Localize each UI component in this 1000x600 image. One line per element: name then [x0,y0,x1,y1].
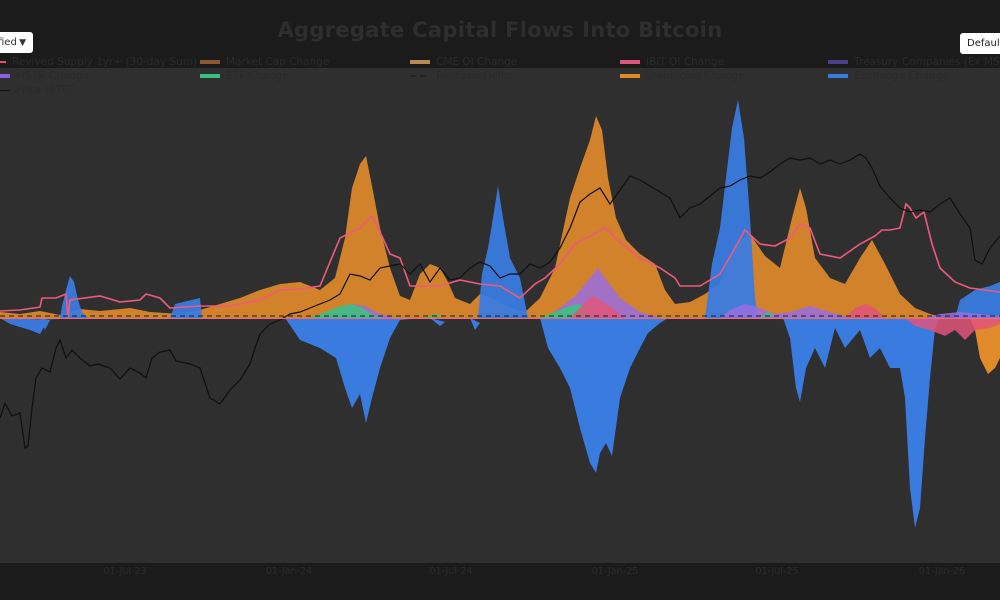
series-stablecoin-negative [970,318,1000,374]
series-exchange-negative [0,318,60,334]
legend-item-cme[interactable]: CME OI Change [410,56,517,68]
x-tick-label: 01-Jul-23 [103,566,147,577]
x-axis: 01-Jul-23 01-Jan-24 01-Jul-24 01-Jan-25 … [0,563,1000,600]
legend: Revived Supply 1yr+ (30-day Sum) Market … [0,55,1000,97]
view-select-dropdown[interactable]: fied ▼ [0,32,33,53]
legend-label: Exchange Change [854,70,949,82]
legend-label: Revived Supply 1yr+ (30-day Sum) [12,56,198,68]
legend-label: MSTR Change [16,70,89,82]
legend-label: Realized Delta [436,70,512,82]
bar-swatch-icon [620,74,640,78]
bar-swatch-icon [200,60,220,64]
series-exchange-negative-main [285,318,940,528]
series-revived-supply-line [0,202,1000,319]
chart-canvas [0,100,1000,528]
bar-swatch-icon [410,60,430,64]
view-select-value: fied [0,37,17,48]
plot-area[interactable] [0,68,1000,563]
legend-label: Market Cap Change [226,56,330,68]
line-swatch-icon [0,61,6,63]
legend-item-ibit[interactable]: IBIT OI Change [620,56,724,68]
chevron-down-icon: ▼ [19,37,26,48]
x-tick-label: 01-Jan-26 [918,566,966,577]
default-zoom-button[interactable]: Default Z [960,33,1000,54]
legend-item-exchange[interactable]: Exchange Change [828,70,949,82]
legend-item-realized-delta[interactable]: Realized Delta [410,70,512,82]
legend-label: ETF Change [226,70,289,82]
legend-item-price[interactable]: Price (BTC) [0,84,73,96]
legend-item-revived-supply[interactable]: Revived Supply 1yr+ (30-day Sum) [0,56,197,68]
x-tick-label: 01-Jul-25 [755,566,799,577]
x-tick-label: 01-Jan-25 [591,566,639,577]
series-price-line [0,153,1000,450]
bar-swatch-icon [828,60,848,64]
bar-swatch-icon [200,74,220,78]
legend-label: IBIT OI Change [646,56,725,68]
legend-item-market-cap[interactable]: Market Cap Change [200,56,329,68]
series-stablecoin-area [0,116,945,318]
bar-swatch-icon [0,74,10,78]
legend-item-mstr[interactable]: MSTR Change [0,70,89,82]
default-zoom-label: Default Z [967,38,1000,49]
legend-item-etf[interactable]: ETF Change [200,70,289,82]
bar-swatch-icon [828,74,848,78]
x-tick-label: 01-Jul-24 [429,566,473,577]
legend-label: CME OI Change [436,56,518,68]
legend-label: Stablecoin Change [646,70,745,82]
chart-title: Aggregate Capital Flows Into Bitcoin [277,18,723,42]
bar-swatch-icon [620,60,640,64]
legend-item-stablecoin[interactable]: Stablecoin Change [620,70,745,82]
legend-item-treasury[interactable]: Treasury Companies (Ex MSTR) [828,56,1000,68]
series-etf-area [310,304,775,318]
line-swatch-icon [0,89,10,91]
x-tick-label: 01-Jan-24 [265,566,313,577]
legend-label: Treasury Companies (Ex MSTR) [854,56,1000,68]
dash-swatch-icon [410,75,430,77]
legend-label: Price (BTC) [16,84,74,96]
